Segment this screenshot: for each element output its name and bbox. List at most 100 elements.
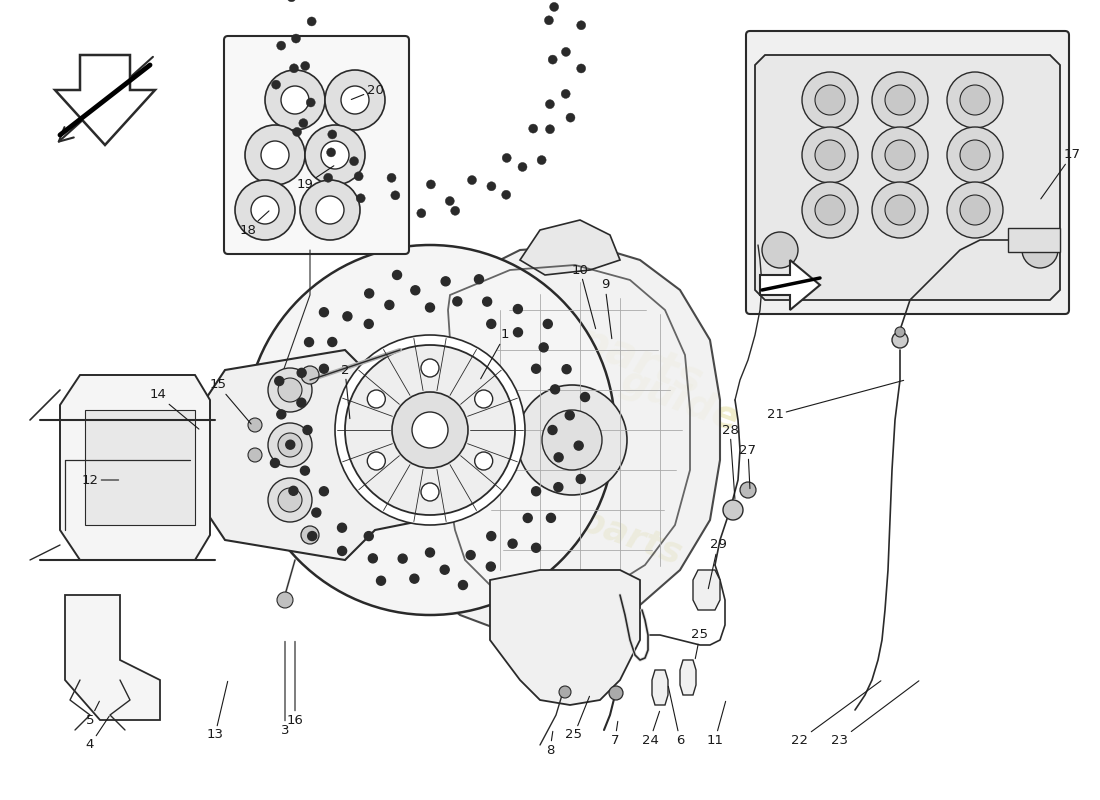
Circle shape (947, 127, 1003, 183)
Polygon shape (760, 260, 820, 310)
Text: 12: 12 (81, 474, 119, 486)
Circle shape (275, 377, 284, 386)
Text: 8: 8 (546, 731, 554, 757)
Circle shape (268, 423, 312, 467)
Circle shape (740, 482, 756, 498)
Circle shape (343, 312, 352, 321)
Circle shape (300, 62, 310, 70)
Circle shape (514, 328, 522, 337)
Circle shape (305, 125, 365, 185)
Circle shape (251, 196, 279, 224)
Circle shape (272, 80, 280, 89)
Circle shape (278, 488, 303, 512)
Text: guide: guide (616, 361, 745, 439)
Text: 2: 2 (341, 363, 350, 418)
Text: 19: 19 (297, 166, 333, 191)
Circle shape (341, 86, 368, 114)
Circle shape (872, 127, 928, 183)
Circle shape (235, 180, 295, 240)
Circle shape (280, 86, 309, 114)
Circle shape (306, 98, 316, 107)
Circle shape (301, 526, 319, 544)
Circle shape (815, 195, 845, 225)
Circle shape (368, 554, 377, 563)
Circle shape (483, 297, 492, 306)
Circle shape (531, 543, 540, 552)
Circle shape (487, 182, 496, 190)
Circle shape (550, 2, 559, 11)
Circle shape (1022, 232, 1058, 268)
Circle shape (475, 390, 493, 408)
Circle shape (947, 72, 1003, 128)
Circle shape (398, 554, 407, 563)
Circle shape (815, 85, 845, 115)
Text: parts: parts (571, 318, 710, 402)
Circle shape (417, 209, 426, 218)
Circle shape (802, 182, 858, 238)
Circle shape (895, 327, 905, 337)
Circle shape (451, 206, 460, 215)
Circle shape (546, 100, 554, 109)
Circle shape (338, 523, 346, 532)
Circle shape (297, 368, 306, 378)
Circle shape (327, 148, 336, 157)
Circle shape (440, 566, 449, 574)
Circle shape (278, 433, 303, 457)
Circle shape (468, 175, 476, 185)
Circle shape (311, 508, 321, 517)
Circle shape (299, 118, 308, 128)
Circle shape (609, 686, 623, 700)
Circle shape (365, 289, 374, 298)
Circle shape (289, 64, 298, 73)
Circle shape (293, 127, 301, 137)
Circle shape (537, 155, 546, 165)
Circle shape (762, 232, 798, 268)
Circle shape (356, 194, 365, 202)
Circle shape (390, 191, 399, 200)
Text: 23: 23 (832, 681, 918, 746)
Circle shape (459, 581, 468, 590)
Text: 21: 21 (767, 380, 904, 422)
Polygon shape (55, 55, 155, 145)
Circle shape (947, 182, 1003, 238)
Circle shape (336, 335, 525, 525)
Circle shape (554, 482, 563, 492)
Circle shape (475, 452, 493, 470)
Circle shape (886, 140, 915, 170)
Circle shape (265, 70, 324, 130)
Text: 20: 20 (351, 83, 384, 99)
Text: 6: 6 (669, 686, 684, 746)
Circle shape (539, 343, 548, 352)
Circle shape (453, 297, 462, 306)
Text: 25: 25 (692, 629, 708, 658)
Text: 5: 5 (86, 702, 99, 726)
Circle shape (410, 574, 419, 583)
Polygon shape (85, 410, 195, 525)
Circle shape (886, 195, 915, 225)
Circle shape (392, 392, 468, 468)
Text: 9: 9 (601, 278, 612, 338)
Circle shape (277, 410, 286, 419)
Polygon shape (205, 350, 425, 560)
Circle shape (547, 514, 556, 522)
Circle shape (441, 277, 450, 286)
Circle shape (319, 308, 329, 317)
Circle shape (802, 127, 858, 183)
Circle shape (421, 483, 439, 501)
Circle shape (517, 385, 627, 495)
Circle shape (277, 592, 293, 608)
Circle shape (412, 412, 448, 448)
Circle shape (248, 418, 262, 432)
Circle shape (960, 195, 990, 225)
Circle shape (543, 319, 552, 329)
Circle shape (815, 140, 845, 170)
Circle shape (302, 426, 312, 434)
Circle shape (474, 274, 484, 284)
Circle shape (559, 686, 571, 698)
Polygon shape (693, 570, 720, 610)
Circle shape (245, 125, 305, 185)
Circle shape (872, 72, 928, 128)
Circle shape (319, 486, 329, 496)
Circle shape (426, 303, 434, 312)
Circle shape (446, 197, 454, 206)
